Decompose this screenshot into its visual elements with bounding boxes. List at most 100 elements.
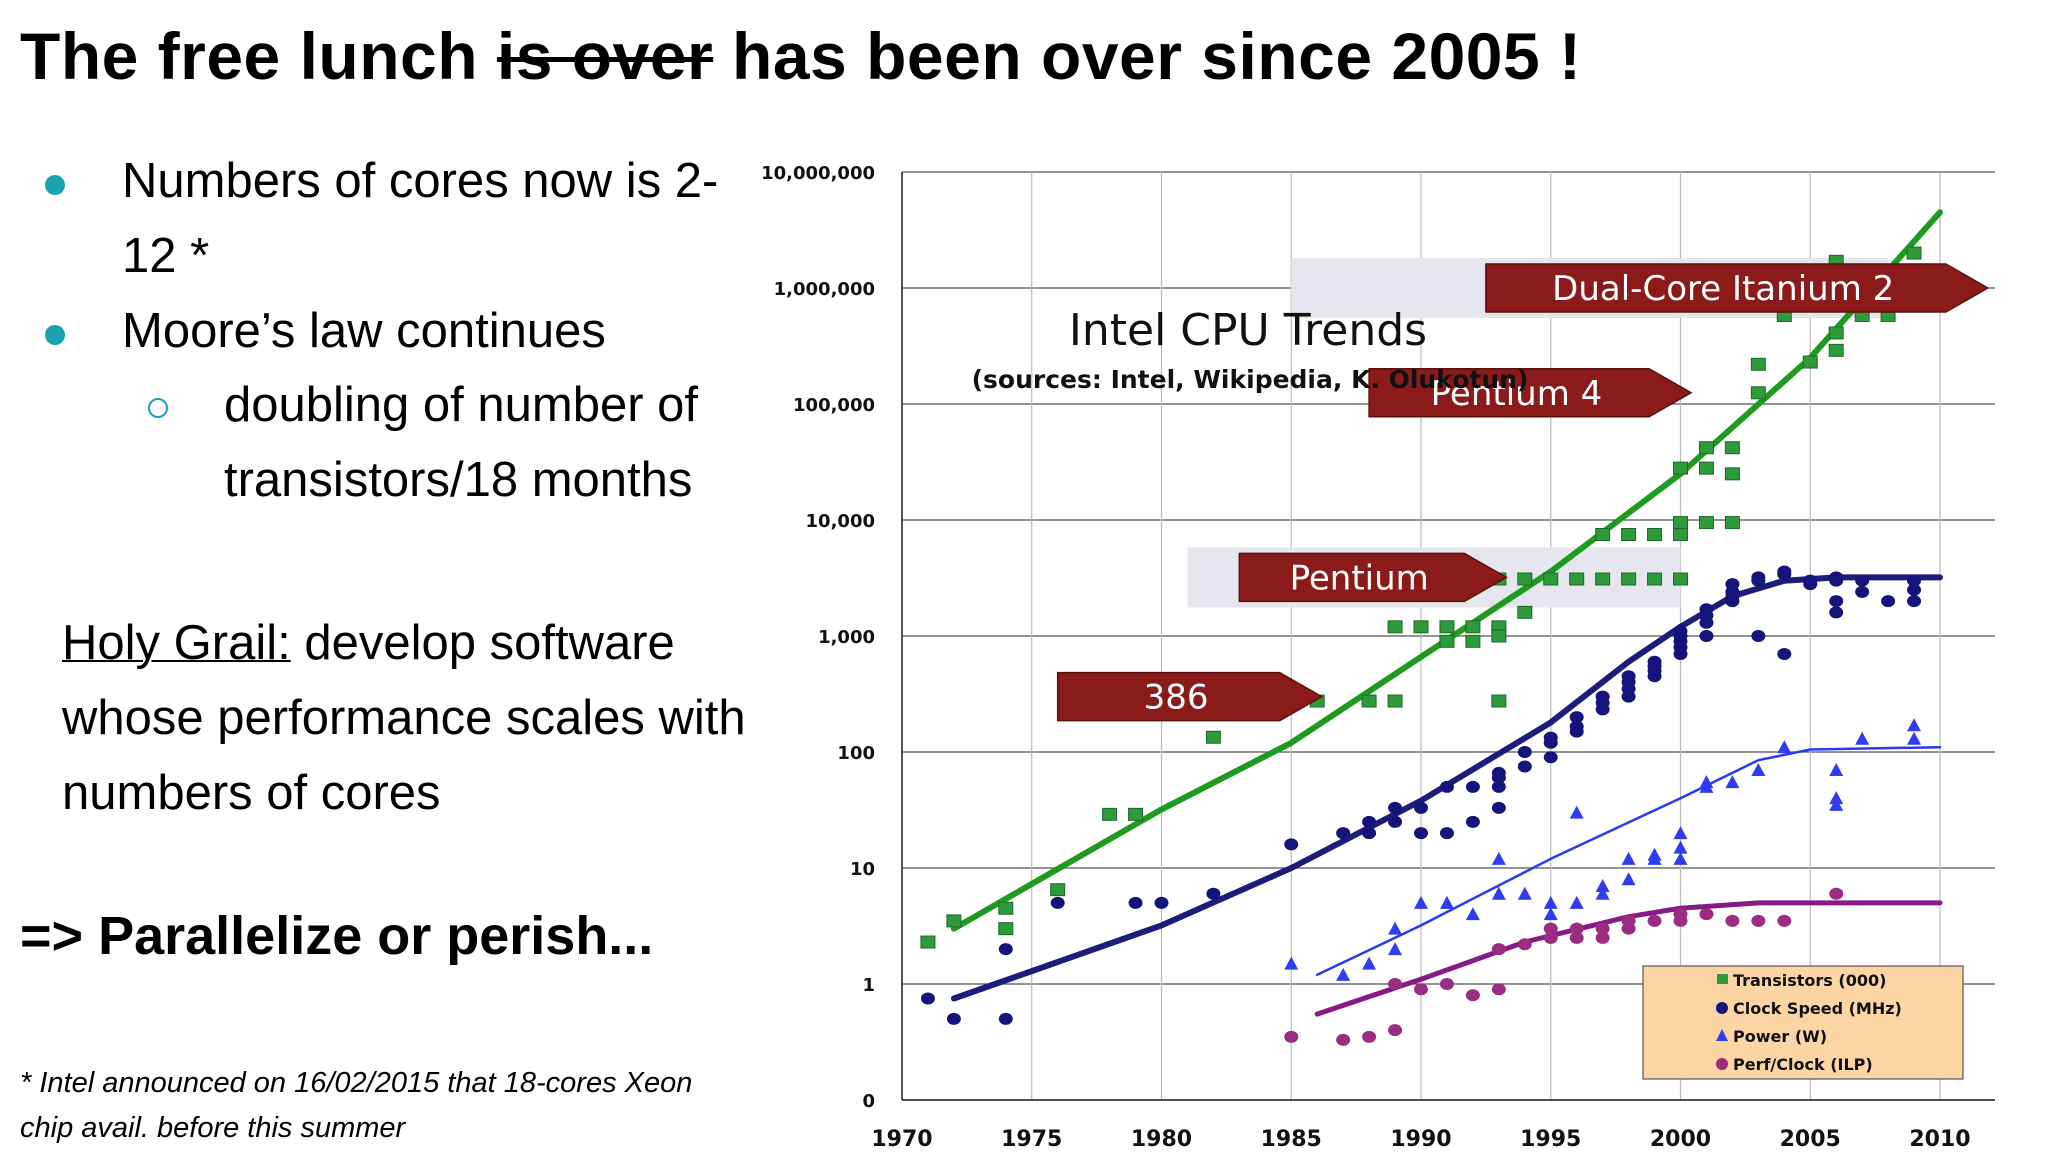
clock-speed-point — [1362, 827, 1377, 840]
transistor-point — [1387, 620, 1403, 634]
footnote-line-2: chip avail. before this summer — [20, 1112, 406, 1144]
power-point — [1569, 805, 1584, 819]
power-point — [1673, 851, 1688, 865]
power-point — [1491, 886, 1506, 900]
transistor-point — [1491, 629, 1507, 643]
x-tick-label: 1985 — [1261, 1127, 1322, 1152]
clock-speed-point — [1907, 595, 1922, 608]
clock-speed-point — [1465, 815, 1480, 828]
perf-clock-point — [1647, 914, 1662, 927]
power-point — [1855, 731, 1870, 745]
callout-label: 386 — [1144, 678, 1209, 718]
legend-label: Power (W) — [1733, 1027, 1827, 1046]
legend-label: Transistors (000) — [1733, 971, 1886, 990]
callout-label: Dual-Core Itanium 2 — [1552, 269, 1894, 309]
power-point — [1284, 956, 1299, 970]
clock-speed-point — [1647, 655, 1662, 668]
transistor-point — [1517, 572, 1533, 586]
power-point — [1907, 731, 1922, 745]
power-point — [1829, 797, 1844, 811]
transistor-point — [1698, 441, 1714, 455]
holy-grail-line-1: Holy Grail: develop software — [62, 615, 675, 671]
clock-speed-point — [1388, 801, 1403, 814]
y-tick-label: 10,000,000 — [761, 163, 875, 184]
power-point — [1673, 826, 1688, 840]
legend-circle-icon — [1716, 1002, 1728, 1014]
perf-clock-point — [1595, 931, 1610, 944]
clock-speed-point — [1751, 571, 1766, 584]
sub-bullet-line-1: doubling of number of — [224, 378, 698, 432]
power-point — [1829, 762, 1844, 776]
footnote-line-1: * Intel announced on 16/02/2015 that 18-… — [20, 1067, 693, 1099]
power-point — [1777, 740, 1792, 754]
y-tick-label: 1,000 — [818, 627, 875, 648]
clock-speed-point — [1543, 751, 1558, 764]
power-point — [1362, 956, 1377, 970]
transistor-point — [1050, 883, 1066, 897]
x-tick-label: 2010 — [1909, 1127, 1970, 1152]
clock-speed-point — [1154, 896, 1169, 909]
perf-clock-point — [1569, 931, 1584, 944]
clock-speed-point — [1829, 571, 1844, 584]
power-point — [1647, 847, 1662, 861]
legend-triangle-icon — [1716, 1029, 1728, 1041]
clock-speed-point — [1050, 896, 1065, 909]
perf-clock-point — [1284, 1030, 1299, 1043]
clock-speed-point — [1439, 780, 1454, 793]
callout-label: Pentium 4 — [1431, 374, 1603, 414]
clock-speed-point — [1829, 595, 1844, 608]
clock-speed-point — [1725, 578, 1740, 591]
legend-square-icon — [1717, 974, 1728, 984]
holy-grail-line-2: whose performance scales with — [62, 691, 746, 745]
bullet-2: Moore’s law continues — [122, 304, 606, 358]
power-point — [1699, 775, 1714, 789]
transistor-point — [1698, 461, 1714, 475]
transistor-point — [1621, 572, 1637, 586]
y-tick-label: 10 — [850, 859, 875, 880]
clock-speed-point — [1439, 827, 1454, 840]
perf-clock-point — [1336, 1033, 1351, 1046]
power-point — [1907, 718, 1922, 732]
clock-speed-point — [1907, 583, 1922, 596]
perf-clock-point — [1439, 978, 1454, 990]
x-tick-label: 2005 — [1780, 1127, 1841, 1152]
power-point — [1751, 762, 1766, 776]
transistor-point — [1647, 572, 1663, 586]
callout-arrow — [1238, 552, 1508, 603]
transistor-point — [1698, 516, 1714, 530]
title-part-2: has been over since 2005 ! — [713, 19, 1582, 93]
x-tick-label: 1975 — [1001, 1127, 1062, 1152]
perf-clock-point — [1414, 983, 1428, 996]
y-tick-label: 0 — [862, 1091, 875, 1112]
clock-speed-point — [1855, 585, 1870, 598]
clock-speed-point — [1803, 574, 1818, 587]
power-point — [1465, 907, 1480, 921]
perf-clock-point — [1388, 978, 1403, 990]
transistor-point — [1387, 694, 1403, 708]
callouts: Dual-Core Itanium 2 Pentium 4 Pentium 386 — [1056, 263, 1990, 722]
clock-speed-point — [1777, 647, 1792, 660]
perf-clock-point — [1465, 989, 1480, 1002]
transistor-point — [1543, 572, 1559, 586]
clock-speed-point — [1621, 670, 1636, 683]
transistor-point — [1517, 605, 1533, 619]
transistor-point — [1673, 516, 1688, 530]
clock-speed-point — [1388, 815, 1403, 828]
clock-speed-point — [1699, 603, 1714, 616]
perf-clock-point — [1595, 922, 1610, 935]
transistor-point — [998, 901, 1014, 915]
bullet-dot-icon — [45, 175, 65, 195]
slide-title: The free lunch is over has been over sin… — [20, 18, 1582, 94]
bullet-1-line-2: 12 * — [122, 229, 210, 283]
power-point — [1621, 851, 1636, 865]
callout-arrow — [1368, 368, 1693, 418]
y-tick-label: 1,000,000 — [774, 279, 875, 300]
power-point — [1595, 878, 1610, 892]
clock-speed-point — [1881, 595, 1896, 608]
clock-speed-point — [1517, 746, 1532, 758]
clock-speed-point — [1673, 625, 1688, 638]
clock-speed-point — [1491, 766, 1506, 779]
perf-clock-point — [1829, 887, 1844, 900]
trend-line — [950, 209, 1943, 932]
power-point — [1414, 895, 1428, 909]
